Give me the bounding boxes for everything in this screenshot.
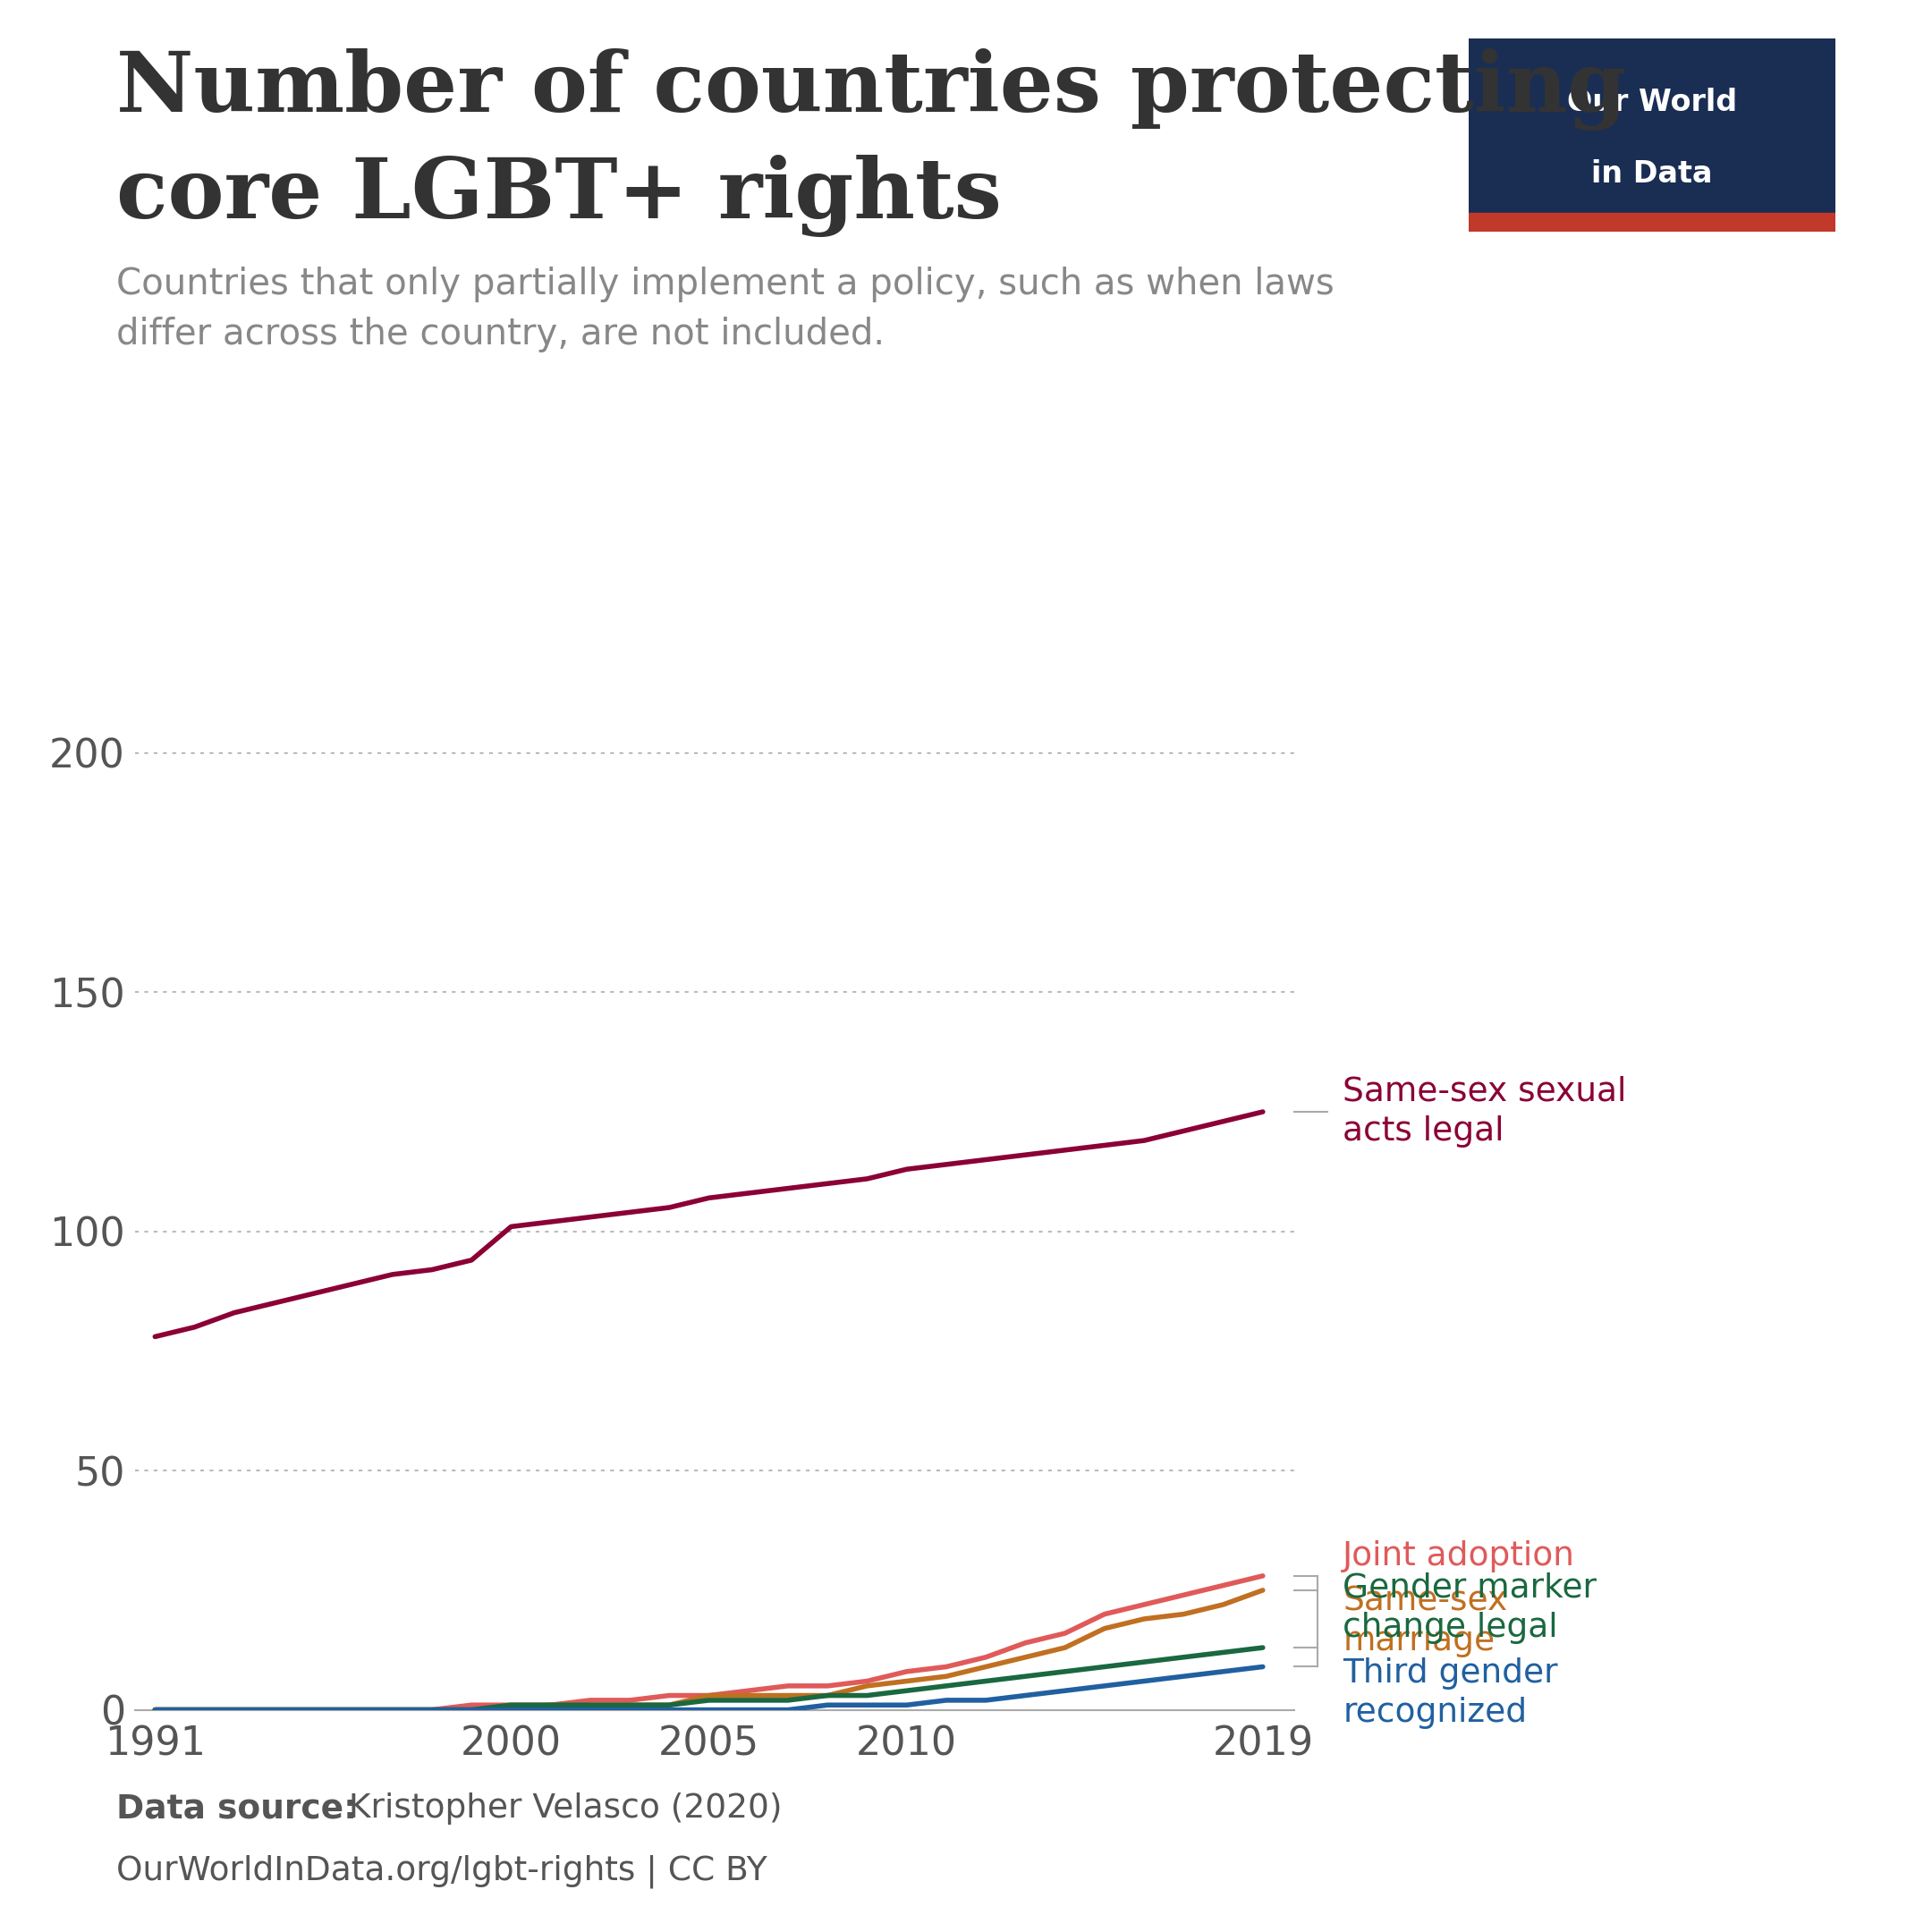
Text: in Data: in Data: [1592, 158, 1712, 189]
Text: Kristopher Velasco (2020): Kristopher Velasco (2020): [338, 1793, 782, 1826]
Text: Same-sex sexual
acts legal: Same-sex sexual acts legal: [1343, 1076, 1627, 1148]
Text: Data source:: Data source:: [116, 1793, 357, 1826]
Text: Our World: Our World: [1567, 87, 1737, 118]
Text: Joint adoption: Joint adoption: [1343, 1540, 1575, 1573]
Text: Same-sex
marriage: Same-sex marriage: [1343, 1586, 1507, 1658]
Text: Third gender
recognized: Third gender recognized: [1343, 1658, 1557, 1729]
Text: Countries that only partially implement a policy, such as when laws
differ acros: Countries that only partially implement …: [116, 267, 1333, 352]
Text: Number of countries protecting: Number of countries protecting: [116, 48, 1627, 131]
Text: OurWorldInData.org/lgbt-rights | CC BY: OurWorldInData.org/lgbt-rights | CC BY: [116, 1855, 767, 1888]
Text: Gender marker
change legal: Gender marker change legal: [1343, 1573, 1596, 1644]
Bar: [1468, 213, 1835, 232]
Text: core LGBT+ rights: core LGBT+ rights: [116, 155, 1001, 238]
